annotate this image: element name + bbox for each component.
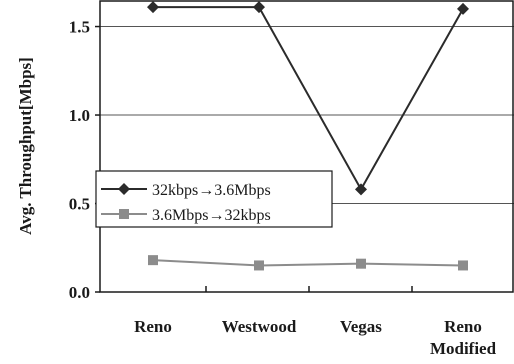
y-tick-label: 0.5 [69, 195, 90, 214]
x-axis-ticks: Reno Westwood Vegas Reno Modified [134, 286, 496, 358]
series-2 [148, 255, 468, 270]
x-tick-label: Reno [134, 317, 172, 336]
series-line [153, 7, 463, 189]
data-point [458, 260, 468, 270]
data-point [254, 260, 264, 270]
plot-area-frame [100, 1, 513, 292]
x-tick-label: Reno [444, 317, 482, 336]
x-tick-label: Westwood [222, 317, 297, 336]
x-tick-label: Modified [430, 339, 497, 358]
legend-marker [119, 209, 129, 219]
y-axis-label: Avg. Throughput[Mbps] [16, 57, 35, 235]
data-point [356, 259, 366, 269]
series-1 [147, 1, 469, 195]
data-point [457, 3, 469, 15]
y-tick-label: 1.5 [69, 18, 90, 37]
data-point [355, 183, 367, 195]
y-tick-label: 1.0 [69, 106, 90, 125]
data-point [147, 1, 159, 13]
series-line [153, 260, 463, 265]
y-axis-ticks: 0.0 0.5 1.0 1.5 [69, 18, 100, 302]
legend-label: 3.6Mbps→32kbps [152, 207, 271, 224]
legend-label: 32kbps→3.6Mbps [152, 182, 271, 199]
series-layer [147, 1, 469, 270]
data-point [253, 1, 265, 13]
data-point [148, 255, 158, 265]
legend: 32kbps→3.6Mbps 3.6Mbps→32kbps [96, 171, 332, 227]
y-tick-label: 0.0 [69, 283, 90, 302]
x-tick-label: Vegas [340, 317, 382, 336]
